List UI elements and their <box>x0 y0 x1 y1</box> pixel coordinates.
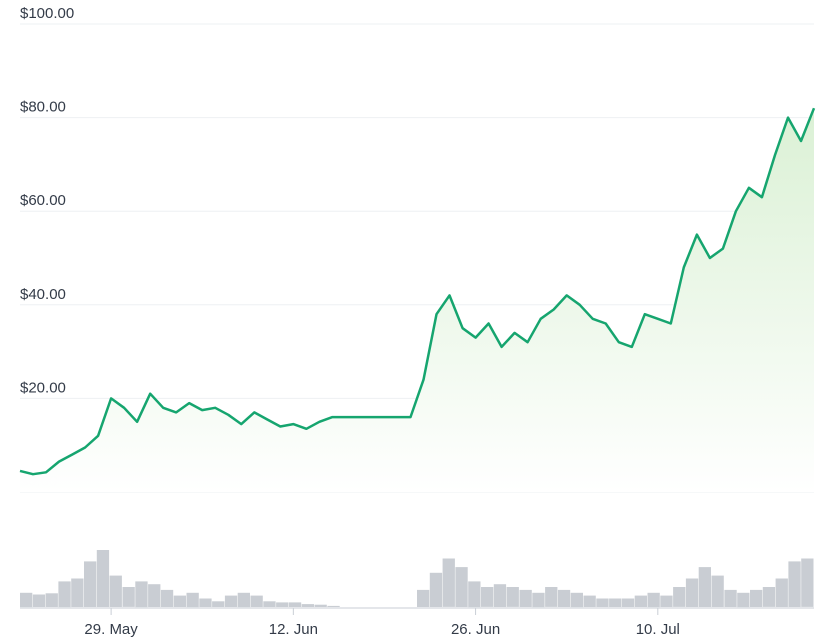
volume-bar <box>647 592 660 608</box>
volume-bar <box>493 584 507 607</box>
volume-bar <box>301 604 314 607</box>
volume-bar <box>314 604 327 607</box>
volume-bar <box>199 598 212 607</box>
volume-bar <box>762 587 776 607</box>
volume-bar <box>122 587 135 607</box>
y-tick-label: $80.00 <box>20 99 66 116</box>
volume-bar <box>596 598 609 607</box>
volume-bar <box>673 587 686 607</box>
volume-bar <box>263 601 276 607</box>
y-tick-label: $60.00 <box>20 192 66 209</box>
y-tick-label: $40.00 <box>20 286 66 303</box>
volume-bar <box>455 567 468 607</box>
volume-bar <box>775 578 788 607</box>
volume-bar <box>173 595 186 607</box>
volume-bars <box>20 550 814 608</box>
x-tick-label: 26. Jun <box>451 621 500 638</box>
volume-bar <box>685 578 699 607</box>
volume-bar <box>481 587 494 607</box>
volume-bar <box>237 592 250 608</box>
volume-bar <box>609 598 622 607</box>
volume-bar <box>724 589 737 607</box>
volume-bar <box>583 595 596 607</box>
volume-bar <box>32 594 46 607</box>
price-area <box>20 108 814 492</box>
volume-bar <box>417 589 430 607</box>
volume-bar <box>212 601 225 607</box>
volume-bar <box>532 592 545 608</box>
volume-bar <box>96 550 110 607</box>
x-axis: 29. May 12. Jun 26. Jun 10. Jul <box>20 607 814 638</box>
y-tick-label: $100.00 <box>20 5 74 22</box>
volume-bar <box>186 592 199 608</box>
volume-bar <box>750 589 763 607</box>
x-tick-label: 12. Jun <box>269 621 318 638</box>
volume-bar <box>506 587 519 607</box>
volume-bar <box>570 592 583 608</box>
volume-bar <box>45 593 58 607</box>
volume-bar <box>135 581 148 608</box>
volume-bar <box>58 581 71 608</box>
volume-bar <box>288 602 302 607</box>
volume-bar <box>788 561 801 607</box>
volume-bar <box>801 558 814 607</box>
volume-bar <box>250 595 263 607</box>
y-axis-labels: $0.00$20.00$40.00$60.00$80.00$100.00 <box>20 5 74 490</box>
volume-bar <box>698 567 711 607</box>
volume-bar <box>660 595 673 607</box>
volume-bar <box>468 581 481 608</box>
volume-bar <box>711 575 724 607</box>
volume-bar <box>634 595 647 607</box>
volume-bar <box>545 587 558 607</box>
volume-bar <box>160 589 174 607</box>
volume-bar <box>621 598 635 607</box>
volume-bar <box>276 602 289 607</box>
volume-bar <box>109 575 122 607</box>
volume-bar <box>71 578 84 607</box>
x-tick-label: 10. Jul <box>636 621 680 638</box>
price-area-fill <box>20 108 814 492</box>
y-tick-label: $20.00 <box>20 379 66 396</box>
volume-bar <box>84 561 97 607</box>
volume-bar <box>442 558 455 607</box>
volume-bar <box>429 572 443 607</box>
volume-bar <box>737 592 750 608</box>
volume-bar <box>148 584 161 607</box>
price-line <box>19 107 816 476</box>
price-series-line <box>19 107 816 476</box>
volume-bar <box>557 589 571 607</box>
x-tick-label: 29. May <box>84 621 138 638</box>
volume-bar <box>224 595 238 607</box>
volume-bar <box>519 589 532 607</box>
volume-bar <box>20 592 33 608</box>
volume-bar <box>327 605 340 607</box>
